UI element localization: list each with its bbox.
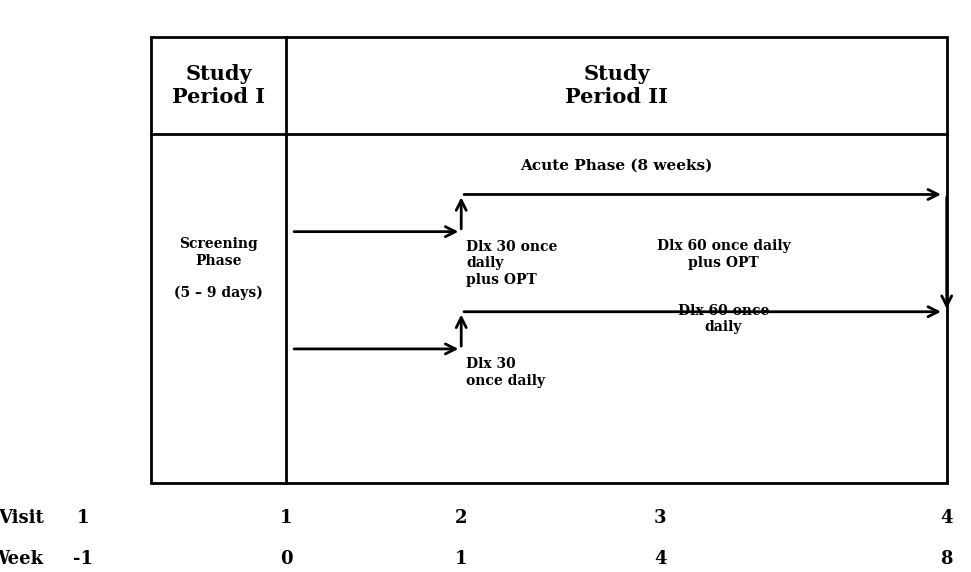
Text: -1: -1 [73, 550, 92, 569]
Text: Study
Period I: Study Period I [172, 64, 265, 108]
Bar [151, 37, 947, 483]
Text: 8: 8 [941, 550, 953, 569]
Text: 1: 1 [455, 550, 467, 569]
Text: Dlx 60 once
daily: Dlx 60 once daily [678, 304, 769, 334]
Text: 1: 1 [77, 509, 88, 527]
Text: Screening
Phase

(5 – 9 days): Screening Phase (5 – 9 days) [174, 237, 263, 300]
Text: Acute Phase (8 weeks): Acute Phase (8 weeks) [520, 159, 713, 173]
Text: Dlx 60 once daily
plus OPT: Dlx 60 once daily plus OPT [656, 240, 790, 269]
Text: Week: Week [0, 550, 44, 569]
Text: 0: 0 [280, 550, 293, 569]
Text: Visit: Visit [0, 509, 44, 527]
Text: 4: 4 [654, 550, 666, 569]
Text: 2: 2 [455, 509, 467, 527]
Text: Dlx 30 once
daily
plus OPT: Dlx 30 once daily plus OPT [466, 240, 557, 287]
Text: 4: 4 [941, 509, 953, 527]
Text: Study
Period II: Study Period II [565, 64, 668, 108]
Text: 3: 3 [654, 509, 666, 527]
Text: 1: 1 [281, 509, 292, 527]
Text: Dlx 30
once daily: Dlx 30 once daily [466, 358, 545, 388]
